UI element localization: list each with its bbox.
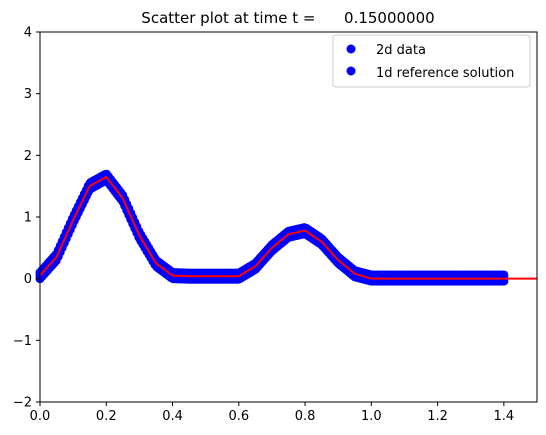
- y-tick-label: 1: [24, 211, 32, 226]
- y-tick-label: −1: [13, 334, 32, 349]
- y-axis: −2 −1 0 1 2 3 4: [13, 26, 40, 411]
- x-tick-label: 0.0: [30, 409, 51, 424]
- legend-marker-1d-reference: [346, 66, 356, 76]
- data-point: [499, 270, 509, 280]
- y-tick-label: 2: [24, 149, 32, 164]
- x-tick-label: 0.6: [228, 409, 249, 424]
- x-axis: 0.0 0.2 0.4 0.6 0.8 1.0 1.2 1.4: [30, 402, 515, 424]
- x-tick-label: 0.8: [295, 409, 316, 424]
- legend: 2d data 1d reference solution: [332, 34, 531, 88]
- y-tick-label: −2: [13, 396, 32, 411]
- legend-label-2d-data: 2d data: [376, 43, 426, 58]
- legend-label-1d-reference: 1d reference solution: [376, 66, 514, 81]
- x-tick-label: 0.2: [96, 409, 117, 424]
- series-1d-reference-solution: [39, 175, 537, 280]
- legend-marker-2d-data: [346, 44, 356, 54]
- y-tick-label: 0: [24, 272, 32, 287]
- x-tick-label: 0.4: [162, 409, 183, 424]
- x-tick-label: 1.4: [494, 409, 515, 424]
- chart-title: Scatter plot at time t = 0.15000000: [141, 9, 434, 27]
- y-tick-label: 3: [24, 87, 32, 102]
- legend-box: [332, 34, 531, 88]
- plot-area: [35, 169, 537, 286]
- series-2d-data: [35, 169, 509, 286]
- y-tick-label: 4: [24, 26, 32, 41]
- x-tick-label: 1.2: [427, 409, 448, 424]
- x-tick-label: 1.0: [361, 409, 382, 424]
